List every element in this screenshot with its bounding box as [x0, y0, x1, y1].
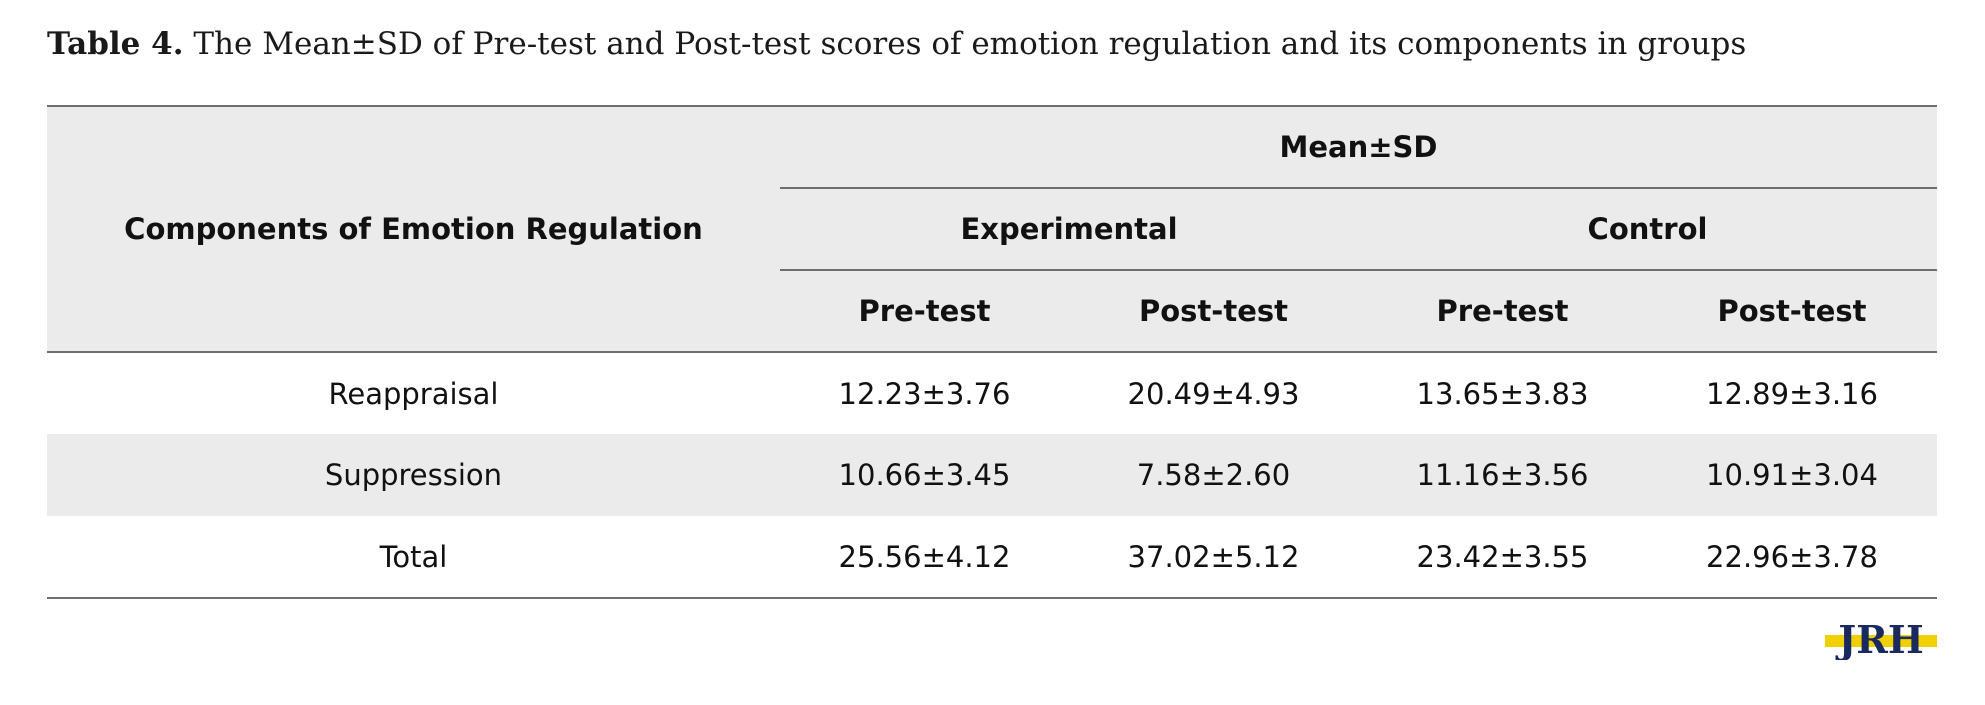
- table-cell: 12.89±3.16: [1706, 376, 1878, 411]
- table-cell: 10.91±3.04: [1647, 434, 1937, 516]
- table-row: Reappraisal 12.23±3.76 20.49±4.93 13.65±…: [47, 352, 1937, 434]
- table-row: Total 25.56±4.12 37.02±5.12 23.42±3.55 2…: [47, 516, 1937, 599]
- table-cell: 13.65±3.83: [1416, 376, 1589, 411]
- table-cell: 11.16±3.56: [1358, 434, 1647, 516]
- table-cell: 7.58±2.60: [1069, 434, 1358, 516]
- control-group-header: Control: [1358, 188, 1937, 271]
- mean-sd-header: Mean±SD: [780, 105, 1937, 189]
- jrh-logo: JRH: [1825, 620, 1937, 660]
- experimental-pretest-header: Pre-test: [780, 270, 1069, 353]
- table-cell: 12.23±3.76: [838, 376, 1011, 411]
- row-label: Total: [47, 516, 780, 599]
- logo-stripe: [1825, 635, 1937, 647]
- components-header: Components of Emotion Regulation: [47, 105, 780, 353]
- table-cell: 37.02±5.12: [1069, 516, 1358, 599]
- control-posttest-header: Post-test: [1647, 270, 1937, 353]
- experimental-posttest-header: Post-test: [1069, 270, 1358, 353]
- caption-text: The Mean±SD of Pre-test and Post-test sc…: [183, 26, 1747, 62]
- control-pretest-header: Pre-test: [1358, 270, 1647, 353]
- caption-label: Table 4.: [47, 26, 184, 62]
- row-label: Reappraisal: [328, 376, 499, 411]
- table-cell: 10.66±3.45: [780, 434, 1069, 516]
- table-cell: 25.56±4.12: [780, 516, 1069, 599]
- row-label: Suppression: [47, 434, 780, 516]
- table-row: Suppression 10.66±3.45 7.58±2.60 11.16±3…: [47, 434, 1937, 516]
- results-table: Components of Emotion Regulation Mean±SD…: [47, 105, 1937, 599]
- table-caption: Table 4. The Mean±SD of Pre-test and Pos…: [47, 26, 1746, 62]
- table-cell: 23.42±3.55: [1358, 516, 1647, 599]
- table-cell: 20.49±4.93: [1127, 376, 1300, 411]
- table-cell: 22.96±3.78: [1647, 516, 1937, 599]
- logo-text: JRH: [1835, 620, 1923, 660]
- experimental-group-header: Experimental: [780, 188, 1358, 271]
